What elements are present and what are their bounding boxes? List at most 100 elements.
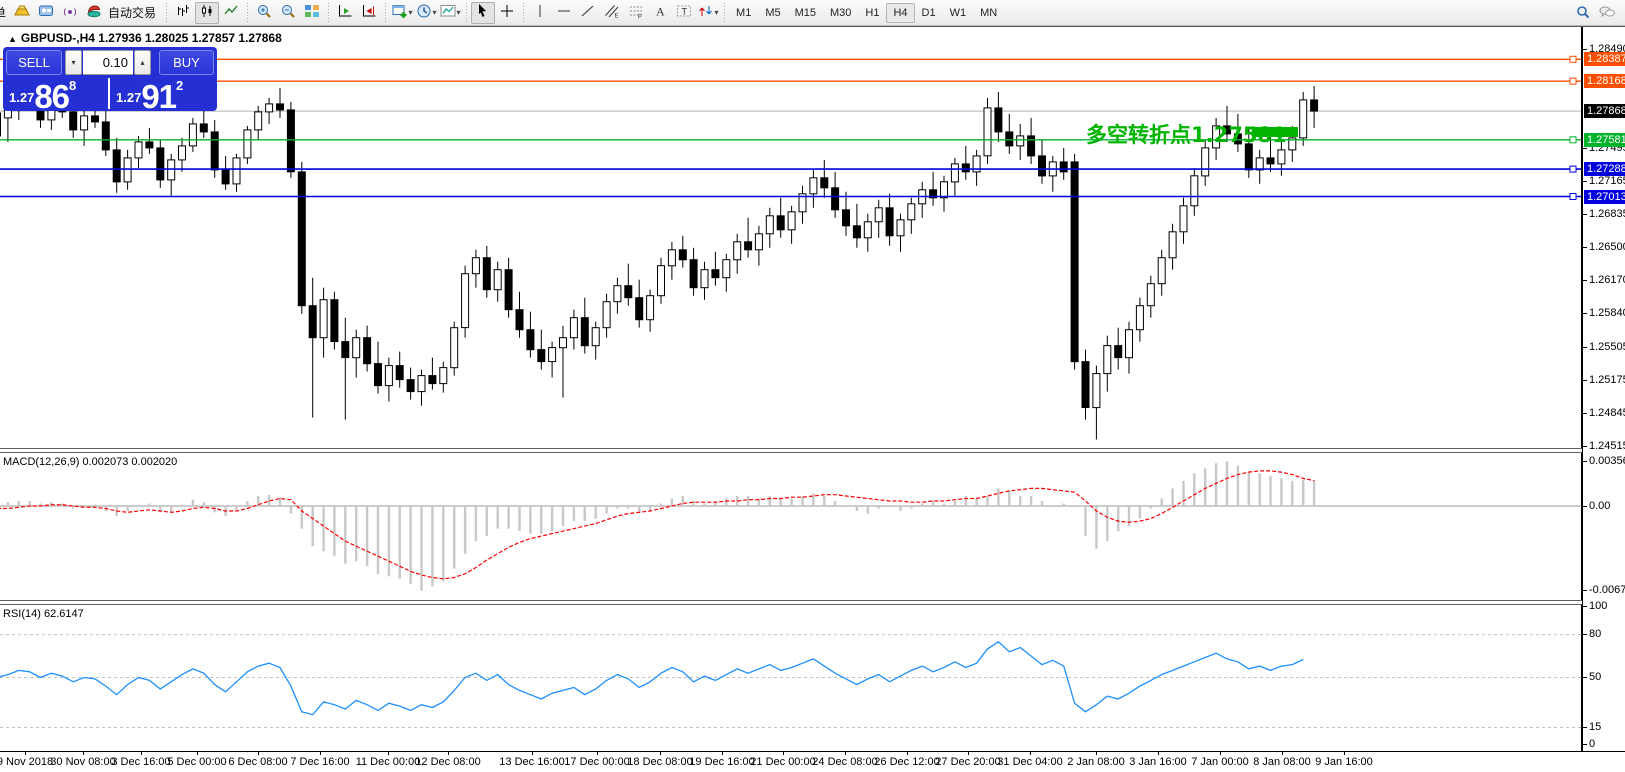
date-tick-mark bbox=[845, 752, 846, 755]
timeframe-m5-button[interactable]: M5 bbox=[758, 3, 787, 23]
crosshair-button[interactable] bbox=[495, 2, 519, 24]
text-button[interactable]: A bbox=[648, 2, 672, 24]
date-tick-label: 11 Dec 00:00 bbox=[355, 756, 421, 768]
toolbar-separator bbox=[519, 2, 529, 23]
dropdown-arrow-icon[interactable]: ▾ bbox=[456, 8, 461, 17]
date-tick-mark bbox=[25, 752, 26, 755]
equidistant-channel-button[interactable]: E bbox=[600, 2, 624, 24]
price-tick-label: 1.26835 bbox=[1583, 208, 1625, 220]
periods-button[interactable]: ▾ bbox=[414, 2, 438, 24]
date-tick-mark bbox=[258, 752, 259, 755]
horizontal-line-button[interactable] bbox=[552, 2, 576, 24]
timeframe-m15-button[interactable]: M15 bbox=[788, 3, 823, 23]
date-tick-label: 13 Dec 16:00 bbox=[499, 756, 565, 768]
dropdown-arrow-icon[interactable]: ▾ bbox=[408, 8, 413, 17]
date-tick-label: 31 Dec 04:00 bbox=[997, 756, 1063, 768]
timeframe-d1-button[interactable]: D1 bbox=[915, 3, 943, 23]
trendline-button[interactable] bbox=[576, 2, 600, 24]
sell-price-display[interactable]: 1.27868 bbox=[9, 78, 110, 115]
timeframe-w1-button[interactable]: W1 bbox=[943, 3, 974, 23]
bar-chart-mode-icon bbox=[175, 3, 191, 22]
autotrading-icon bbox=[86, 3, 102, 22]
autotrading-button-label[interactable]: 自动交易 bbox=[108, 6, 157, 20]
volume-increase-button[interactable]: ▴ bbox=[134, 50, 151, 75]
date-tick-mark bbox=[968, 752, 969, 755]
community-icon-icon bbox=[38, 3, 54, 22]
chart-shift-button[interactable] bbox=[357, 2, 381, 24]
templates-button[interactable]: ▾ bbox=[438, 2, 462, 24]
crosshair-icon bbox=[499, 3, 515, 22]
line-chart-mode-button[interactable] bbox=[219, 2, 243, 24]
templates-icon bbox=[440, 3, 456, 22]
volume-decrease-button[interactable]: ▾ bbox=[65, 50, 82, 75]
community-icon[interactable] bbox=[34, 2, 58, 24]
chart-window: ▲ GBPUSD-,H4 1.27936 1.28025 1.27857 1.27… bbox=[0, 26, 1625, 772]
text-label-button[interactable]: T bbox=[672, 2, 696, 24]
line-chart-mode-icon bbox=[223, 3, 239, 22]
timeframe-m30-button[interactable]: M30 bbox=[823, 3, 858, 23]
price-tick-label: 1.27165 bbox=[1583, 175, 1625, 187]
date-tick-mark bbox=[907, 752, 908, 755]
dropdown-arrow-icon[interactable]: ▾ bbox=[714, 8, 719, 17]
search-icon[interactable] bbox=[1571, 1, 1595, 23]
new-order-button-partial[interactable]: 单 bbox=[0, 3, 6, 22]
price-tick-label: 1.26170 bbox=[1583, 274, 1625, 286]
new-chart-button[interactable]: ▾ bbox=[390, 2, 414, 24]
tile-windows-button[interactable] bbox=[300, 2, 324, 24]
price-tick-label: 1.25175 bbox=[1583, 374, 1625, 386]
date-tick-label: 3 Dec 16:00 bbox=[111, 756, 171, 768]
candlestick-mode-icon bbox=[199, 3, 215, 22]
gold-ingot-icon[interactable] bbox=[10, 2, 34, 24]
arrows-button[interactable]: ▾ bbox=[696, 2, 720, 24]
autotrading-button[interactable] bbox=[82, 2, 106, 24]
date-tick-label: 2 Jan 08:00 bbox=[1067, 756, 1125, 768]
panel-splitter-rsi[interactable] bbox=[0, 600, 1582, 605]
highlight-rectangle[interactable] bbox=[1252, 127, 1298, 137]
date-tick-label: 30 Nov 08:00 bbox=[50, 756, 116, 768]
toolbar-separator bbox=[381, 2, 391, 23]
date-tick-mark bbox=[597, 752, 598, 755]
date-tick-mark bbox=[1158, 752, 1159, 755]
price-tick-label: 1.25505 bbox=[1583, 341, 1625, 353]
candlestick-mode-button[interactable] bbox=[195, 1, 220, 24]
timeframe-h1-button[interactable]: H1 bbox=[858, 3, 886, 23]
buy-button[interactable]: BUY bbox=[159, 50, 214, 75]
timeframe-m1-button[interactable]: M1 bbox=[729, 3, 758, 23]
price-axis[interactable]: 1.28490 1.27495 1.27165 1.26835 1.26500 1.261… bbox=[1582, 27, 1625, 751]
date-tick-mark bbox=[1096, 752, 1097, 755]
volume-input[interactable] bbox=[83, 50, 133, 75]
signals-icon[interactable] bbox=[58, 2, 82, 24]
dropdown-arrow-icon[interactable]: ▾ bbox=[432, 8, 437, 17]
date-axis[interactable]: 9 Nov 2018 30 Nov 08:00 3 Dec 16:00 5 Dec 0… bbox=[0, 751, 1625, 772]
date-tick-label: 24 Dec 08:00 bbox=[812, 756, 878, 768]
vertical-line-button[interactable] bbox=[528, 2, 552, 24]
cursor-button[interactable] bbox=[471, 1, 496, 24]
current-price-badge: 1.27868 bbox=[1584, 104, 1625, 118]
toolbar-separator bbox=[462, 2, 472, 23]
chat-icon[interactable] bbox=[1595, 1, 1619, 23]
macd-indicator-label: MACD(12,26,9) 0.002073 0.002020 bbox=[3, 456, 178, 468]
buy-price-display[interactable]: 1.27912 bbox=[116, 77, 184, 115]
fibonacci-button[interactable]: F bbox=[624, 2, 648, 24]
bar-chart-mode-button[interactable] bbox=[171, 2, 195, 24]
collapse-panel-icon[interactable]: ▲ bbox=[8, 34, 17, 44]
chart-plot-area[interactable] bbox=[0, 27, 1582, 751]
zoom-out-button[interactable] bbox=[276, 2, 300, 24]
date-tick-label: 5 Dec 00:00 bbox=[167, 756, 227, 768]
arrows-icon bbox=[698, 3, 714, 22]
date-tick-mark bbox=[388, 752, 389, 755]
sell-button[interactable]: SELL bbox=[6, 50, 62, 75]
panel-splitter-macd[interactable] bbox=[0, 448, 1582, 453]
date-tick-label: 8 Jan 08:00 bbox=[1253, 756, 1311, 768]
svg-text:E: E bbox=[615, 14, 619, 20]
timeframe-mn-button[interactable]: MN bbox=[973, 3, 1004, 23]
auto-scroll-button[interactable] bbox=[333, 2, 357, 24]
date-tick-mark bbox=[660, 752, 661, 755]
date-tick-mark bbox=[722, 752, 723, 755]
fibonacci-icon: F bbox=[628, 3, 644, 22]
timeframe-h4-button[interactable]: H4 bbox=[886, 2, 915, 23]
zoom-in-button[interactable] bbox=[252, 2, 276, 24]
new-chart-icon bbox=[392, 3, 408, 22]
macd-tick-label: 0.00 bbox=[1582, 500, 1611, 512]
horizontal-line-objects[interactable] bbox=[0, 55, 1582, 200]
